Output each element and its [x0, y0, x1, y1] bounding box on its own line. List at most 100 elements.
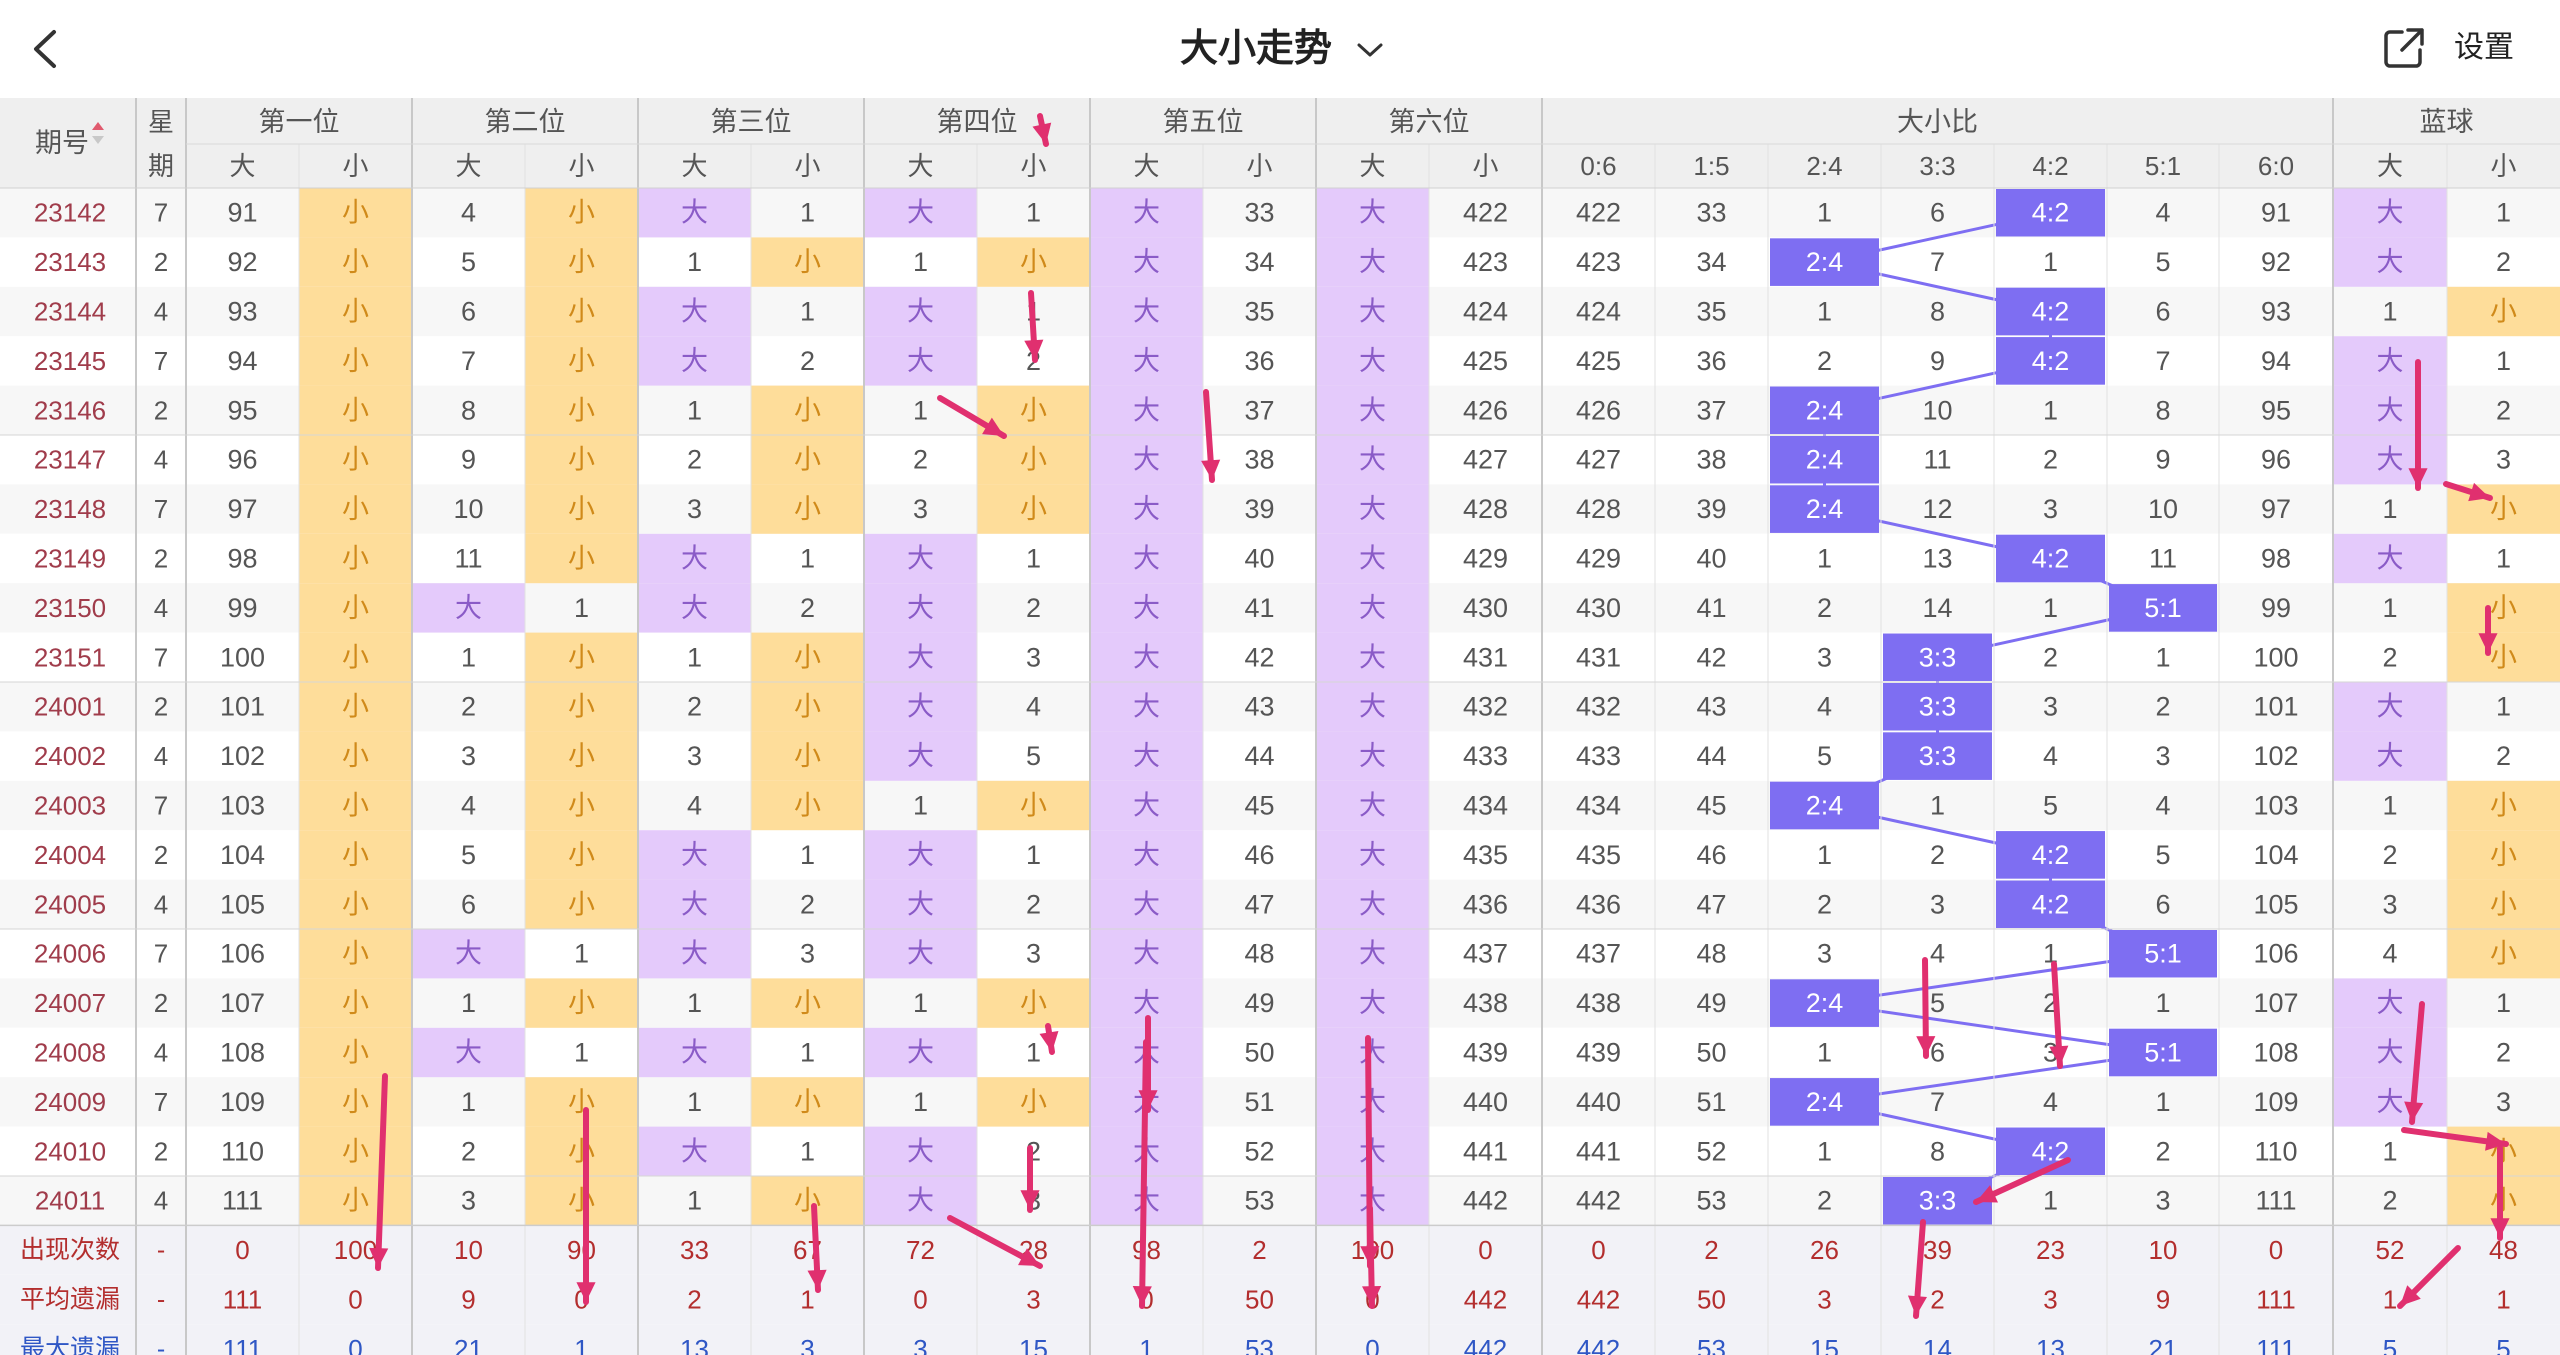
value-cell: 1: [2155, 1087, 2170, 1117]
share-button[interactable]: [2380, 24, 2428, 72]
value-cell: 9: [1930, 346, 1945, 376]
small-cell: [299, 286, 412, 337]
value-cell: 104: [2253, 840, 2298, 870]
chart-type-dropdown[interactable]: 大小走势: [1180, 24, 1400, 74]
big-cell: [1090, 286, 1203, 337]
weekday-cell: 4: [154, 1038, 168, 1068]
ratio-hit-cell-top: [1996, 880, 2105, 928]
value-cell: 100: [220, 642, 265, 672]
value-cell: 5:1: [2144, 939, 2182, 969]
value-cell: 11: [2149, 544, 2177, 574]
value-cell: 2:4: [1806, 395, 1844, 425]
value-cell: 大: [2377, 445, 2404, 475]
value-cell: 大: [681, 889, 708, 919]
value-cell: 106: [220, 939, 265, 969]
value-cell: 42: [1696, 642, 1726, 672]
big-cell: [1090, 188, 1203, 238]
stat-cell: 0: [235, 1235, 249, 1265]
value-cell: 大: [1133, 642, 1160, 672]
value-cell: 5: [2043, 791, 2058, 821]
weekday-cell: 2: [154, 247, 168, 277]
value-cell: 102: [220, 741, 265, 771]
stat-cell: 26: [1810, 1235, 1839, 1265]
value-cell: 大: [907, 198, 934, 228]
stat-cell: -: [157, 1335, 165, 1355]
big-cell: [1316, 682, 1429, 732]
big-cell: [2333, 731, 2447, 781]
big-cell: [412, 1027, 525, 1078]
value-cell: 大: [681, 198, 708, 228]
small-cell: [977, 435, 1090, 485]
big-cell: [864, 188, 977, 238]
value-cell: 48: [1244, 939, 1274, 969]
value-cell: 大: [907, 1186, 934, 1216]
weekday-cell: 2: [154, 840, 168, 870]
value-cell: 97: [227, 494, 257, 524]
period-cell: 24009: [34, 1087, 106, 1117]
value-cell: 小: [2490, 791, 2517, 821]
handwritten-red-arrowhead-icon: [1976, 1185, 1998, 1203]
value-cell: 小: [794, 395, 821, 425]
value-cell: 大: [907, 889, 934, 919]
value-cell: 424: [1463, 297, 1508, 327]
value-cell: 小: [568, 1136, 595, 1166]
value-cell: 大: [455, 939, 482, 969]
column-group-header: 第三位: [711, 107, 792, 137]
value-cell: 99: [227, 593, 257, 623]
value-cell: 10: [2148, 494, 2178, 524]
value-cell: 91: [227, 198, 257, 228]
value-cell: 大: [1133, 791, 1160, 821]
value-cell: 大: [1359, 297, 1386, 327]
settings-button[interactable]: 设置: [2454, 31, 2514, 64]
value-cell: 大: [1133, 247, 1160, 277]
period-header[interactable]: 期号: [35, 128, 89, 158]
value-cell: 小: [568, 297, 595, 327]
value-cell: 大: [1359, 395, 1386, 425]
value-cell: 2:4: [1806, 1087, 1844, 1117]
value-cell: 大: [2377, 1038, 2404, 1068]
handwritten-red-arrowhead-icon: [2468, 482, 2490, 502]
small-cell: [299, 1027, 412, 1078]
weekday-header: 星: [148, 107, 174, 137]
column-subheader: 大: [1359, 151, 1385, 181]
column-subheader: 小: [342, 151, 368, 181]
value-cell: 大: [1359, 494, 1386, 524]
value-cell: 3: [2496, 1087, 2511, 1117]
small-cell: [525, 435, 638, 485]
weekday-cell: 2: [154, 395, 168, 425]
back-button[interactable]: [22, 22, 72, 76]
big-cell: [864, 929, 977, 979]
value-cell: 441: [1463, 1136, 1508, 1166]
small-cell: [2447, 1176, 2560, 1226]
value-cell: 48: [1696, 939, 1726, 969]
small-cell: [525, 533, 638, 584]
value-cell: 96: [2261, 445, 2291, 475]
big-cell: [1316, 435, 1429, 485]
value-cell: 4: [461, 198, 476, 228]
weekday-cell: 4: [154, 741, 168, 771]
handwritten-red-arrowhead-icon: [2478, 633, 2498, 653]
weekday-cell: 2: [154, 988, 168, 1018]
value-cell: 大: [1359, 1087, 1386, 1117]
ratio-hit-cell-top: [1770, 386, 1879, 434]
value-cell: 1: [800, 840, 815, 870]
value-cell: 小: [342, 741, 369, 771]
value-cell: 429: [1463, 544, 1508, 574]
value-cell: 427: [1463, 445, 1508, 475]
stat-cell: 1: [2383, 1285, 2397, 1315]
value-cell: 47: [1244, 889, 1274, 919]
column-subheader: 小: [1020, 151, 1046, 181]
weekday-cell: 2: [154, 544, 168, 574]
value-cell: 34: [1244, 247, 1274, 277]
weekday-cell: 4: [154, 445, 168, 475]
value-cell: 111: [2255, 1186, 2296, 1216]
value-cell: 1: [574, 1038, 589, 1068]
value-cell: 5: [1817, 741, 1832, 771]
table-row-bg: [0, 879, 2560, 929]
value-cell: 433: [1576, 741, 1621, 771]
stat-cell: 2: [1930, 1285, 1944, 1315]
small-cell: [525, 682, 638, 732]
value-cell: 53: [1244, 1186, 1274, 1216]
value-cell: 大: [907, 840, 934, 870]
